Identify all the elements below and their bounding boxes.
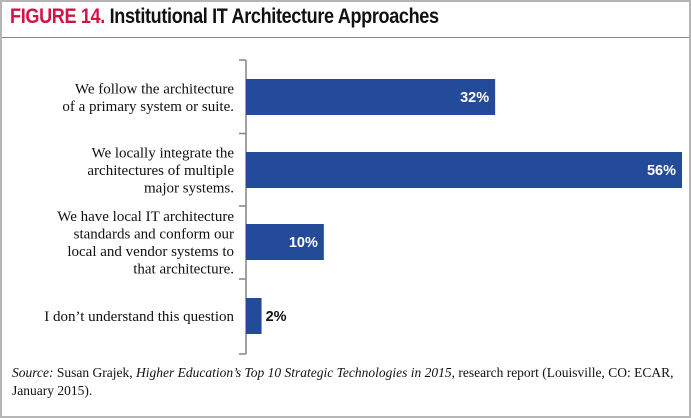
bar-chart: 32% We follow the architecture of a primar… [44, 59, 682, 355]
bar-value-label-3: 2% [266, 309, 287, 325]
figure-title: FIGURE 14. Institutional IT Architecture… [10, 5, 439, 29]
category-label-line: of a primary system or suite. [62, 99, 234, 115]
category-label-1: We locally integrate the architectures of… [87, 146, 234, 197]
category-label-line: We have local IT architecture [57, 209, 234, 225]
bar-value-label-2: 10% [289, 235, 318, 251]
category-label-line: architectures of multiple [87, 163, 234, 179]
source-note: Source: Susan Grajek, Higher Education’s… [12, 364, 684, 400]
category-label-line: We locally integrate the [92, 146, 235, 162]
title-divider [2, 37, 689, 38]
category-label-line: local and vendor systems to [67, 244, 234, 260]
category-label-line: major systems. [144, 181, 234, 197]
category-label-line: We follow the architecture [75, 81, 234, 97]
source-prefix: Source: [12, 365, 54, 380]
figure-title-text: Institutional IT Architecture Approaches [109, 5, 439, 28]
category-label-3: I don’t understand this question [44, 309, 234, 325]
figure-number: FIGURE 14. [10, 5, 105, 28]
category-label-line: standards and conform our [74, 226, 234, 242]
bar-1 [246, 152, 682, 188]
category-label-2: We have local IT architecture standards a… [57, 209, 234, 278]
category-label-0: We follow the architecture of a primary s… [62, 81, 234, 115]
bar-value-label-0: 32% [460, 90, 489, 106]
bar-2 [246, 224, 324, 260]
category-label-line: that architecture. [133, 261, 234, 277]
source-work-title: Higher Education’s Top 10 Strategic Tech… [135, 365, 452, 380]
source-author: Susan Grajek, [53, 365, 136, 380]
source-rest: , research report (Louisville, CO: ECAR,… [12, 365, 674, 398]
bar-0 [246, 79, 496, 115]
category-label-line: I don’t understand this question [44, 309, 234, 325]
bar-3 [246, 298, 262, 334]
bar-value-label-1: 56% [647, 163, 676, 179]
